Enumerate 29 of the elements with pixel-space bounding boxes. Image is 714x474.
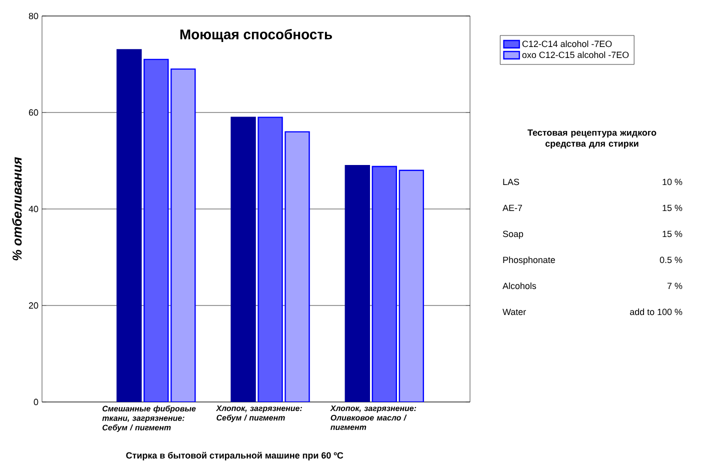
bar (372, 166, 398, 402)
bar (170, 68, 196, 402)
text: 0.5 % (660, 256, 682, 264)
x-axis-title: Стирка в бытовой стиральной машине при 60 ºC (126, 452, 344, 460)
y-tick-label: 80 (28, 12, 38, 20)
text: Phosphonate (503, 256, 555, 265)
text: add to 100 % (630, 308, 682, 316)
text: Тестовая рецептура жидкого средства для стирки (528, 130, 656, 148)
text: 7 % (667, 282, 682, 290)
bar (144, 58, 169, 402)
text: Soap (502, 230, 524, 239)
y-tick-label: 40 (28, 206, 38, 212)
y-tick-label: 60 (28, 109, 38, 116)
legend-label: oxo C12-C15 alcohol -7EO (522, 51, 629, 58)
bar (258, 116, 283, 402)
bar (284, 131, 310, 402)
text: 15 % (662, 230, 682, 238)
y-tick-label: 0 (34, 398, 38, 406)
text: 10 % (662, 178, 682, 186)
text: 15 % (662, 204, 682, 212)
y-tick-label: 20 (28, 302, 38, 309)
text: LAS (503, 178, 520, 186)
legend-label: C12-C14 alcohol -7EO (522, 40, 612, 48)
text: Alcohols (502, 282, 536, 290)
text: AE-7 (502, 204, 522, 211)
text: Моющая способность (180, 28, 332, 42)
y-axis-title: % отбеливания (12, 157, 22, 260)
text: Water (502, 308, 526, 316)
bar (398, 170, 424, 402)
